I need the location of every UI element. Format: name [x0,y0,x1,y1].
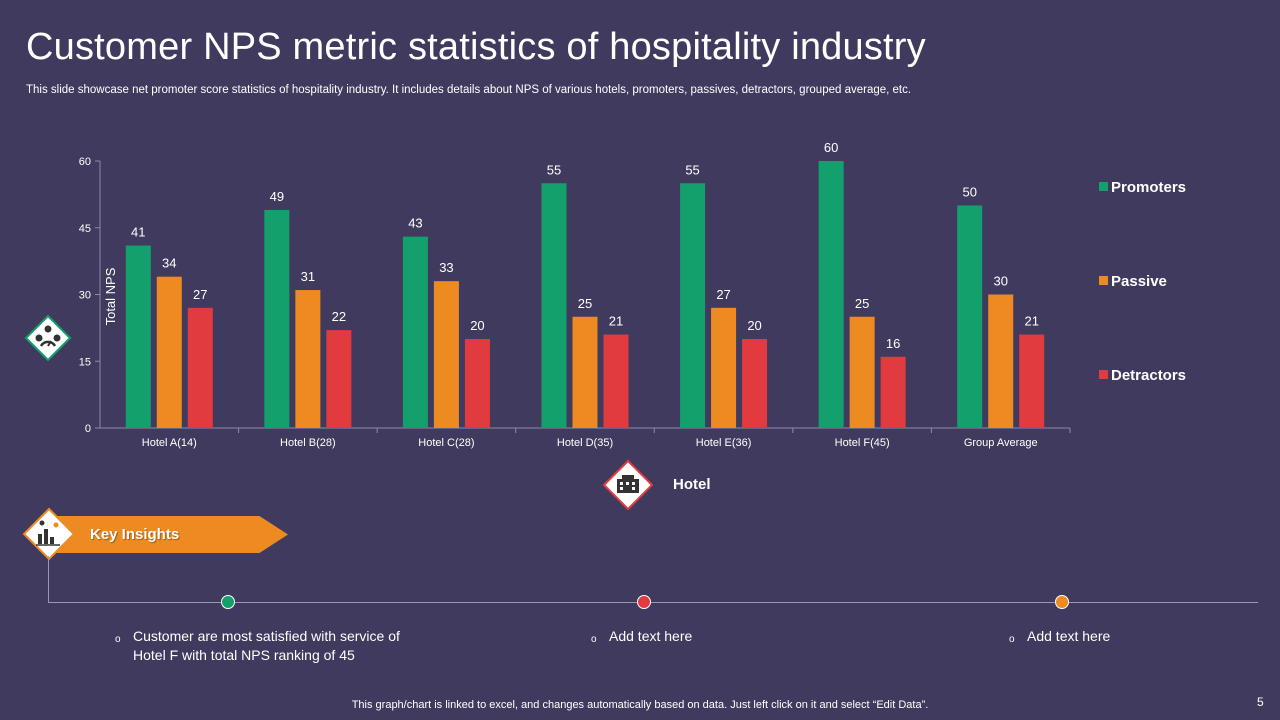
bullet-circle-icon: o [591,634,597,645]
key-insights-banner [50,516,288,553]
chart-insights-icon [22,507,76,561]
bar-promoters-4 [680,183,706,428]
bar-detractors-1 [326,330,352,428]
insight-item-1-line2: Hotel F with total NPS ranking of 45 [133,647,355,663]
bar-promoters-1 [264,209,290,428]
bar-passive-4 [711,307,737,428]
legend-swatch-detractors [1099,370,1108,379]
bar-passive-0 [156,276,182,428]
footer-note: This graph/chart is linked to excel, and… [351,699,929,711]
legend-swatch-passive [1099,276,1108,285]
bar-passive-1 [295,290,321,428]
page-subtitle: This slide showcase net promoter score s… [26,84,912,96]
y-tick-label: 15 [79,356,91,368]
bar-detractors-4 [742,339,768,428]
bar-passive-6 [988,294,1014,428]
timeline-dot-1 [221,595,235,609]
data-label: 55 [685,162,699,177]
data-label: 60 [824,140,838,155]
bar-detractors-6 [1019,334,1045,428]
bar-detractors-3 [603,334,629,428]
data-label: 20 [747,318,761,333]
timeline-dot-3 [1055,595,1069,609]
x-tick-label: Hotel F(45) [835,437,890,449]
data-label: 20 [470,318,484,333]
x-axis-title: Hotel [673,476,711,493]
bar-passive-3 [572,316,598,428]
bullet-circle-icon: o [115,634,121,645]
bar-promoters-6 [957,205,983,428]
data-label: 22 [332,309,346,324]
page-number: 5 [1257,695,1264,709]
nps-bar-chart[interactable]: 0 15 30 45 60 Total NPS Hotel A(14) 41 34 27 Hote… [0,0,1280,470]
data-label: 21 [1024,314,1038,329]
building-icon [602,459,654,511]
data-label: 25 [855,296,869,311]
bar-detractors-5 [880,356,906,428]
insight-item-2-line1: Add text here [609,628,693,644]
key-insights-heading: Key Insights [90,526,180,543]
y-tick-label: 45 [79,223,91,235]
bar-detractors-0 [187,307,213,428]
insight-item-3-line1: Add text here [1027,628,1111,644]
data-label: 16 [886,336,900,351]
x-tick-label: Group Average [964,437,1038,449]
insight-item-1: o Customer are most satisfied with servi… [115,627,400,665]
legend-swatch-promoters [1099,182,1108,191]
data-label: 41 [131,225,145,240]
bar-promoters-2 [402,236,428,428]
bar-promoters-3 [541,183,567,428]
bar-passive-5 [849,316,875,428]
data-label: 55 [547,162,561,177]
legend-label-detractors: Detractors [1111,367,1186,384]
data-label: 33 [439,260,453,275]
x-tick-label: Hotel B(28) [280,437,336,449]
data-label: 27 [193,287,207,302]
data-label: 34 [162,256,176,271]
legend-label-passive: Passive [1111,273,1167,290]
bar-promoters-0 [125,245,151,428]
x-tick-label: Hotel D(35) [557,437,613,449]
data-label: 43 [408,216,422,231]
timeline-line [48,602,1258,603]
bar-detractors-2 [464,339,490,428]
speedometer-faces-icon [24,314,72,362]
y-tick-label: 0 [85,423,91,435]
y-tick-label: 30 [79,290,91,302]
bar-promoters-5 [818,161,844,428]
insight-item-1-line1: Customer are most satisfied with service… [133,628,400,644]
legend-label-promoters: Promoters [1111,179,1186,196]
bar-passive-2 [433,281,459,428]
data-label: 30 [993,274,1007,289]
timeline-dot-2 [637,595,651,609]
y-tick-label: 60 [79,156,91,168]
page-title: Customer NPS metric statistics of hospit… [26,26,926,68]
x-tick-label: Hotel A(14) [142,437,197,449]
data-label: 27 [716,287,730,302]
data-label: 25 [578,296,592,311]
data-label: 49 [270,189,284,204]
x-tick-label: Hotel C(28) [418,437,474,449]
insight-item-2: o Add text here [591,627,693,646]
timeline-connector [48,556,49,602]
data-label: 31 [301,269,315,284]
insight-item-3: o Add text here [1009,627,1111,646]
y-axis-title: Total NPS [103,267,118,325]
bullet-circle-icon: o [1009,634,1015,645]
data-label: 21 [609,314,623,329]
data-label: 50 [962,185,976,200]
x-tick-label: Hotel E(36) [696,437,752,449]
